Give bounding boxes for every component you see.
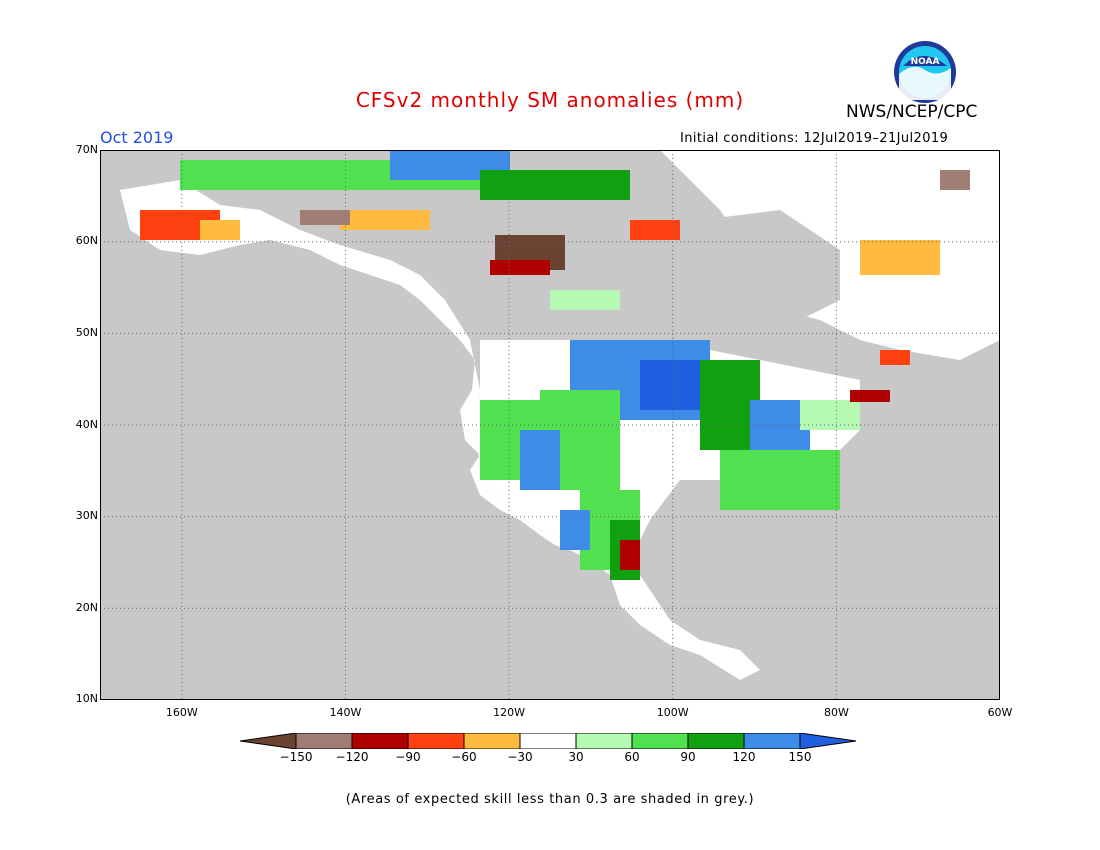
lat-label: 50N [75, 326, 98, 339]
initial-conditions: Initial conditions: 12Jul2019–21Jul2019 [680, 131, 949, 146]
lon-label: 60W [987, 706, 1013, 719]
noaa-logo: NOAA [893, 40, 957, 104]
lon-label: 140W [329, 706, 362, 719]
colorbar-swatch [519, 732, 577, 750]
lon-label: 160W [165, 706, 198, 719]
colorbar-label: −90 [395, 750, 421, 764]
colorbar-swatch [407, 732, 465, 750]
colorbar-label: −120 [335, 750, 369, 764]
colorbar-swatch [743, 732, 801, 750]
colorbar [239, 732, 860, 750]
colorbar-label: 60 [624, 750, 640, 764]
map-panel [100, 150, 1000, 700]
lat-label: 30N [75, 509, 98, 522]
colorbar-swatch [295, 732, 353, 750]
colorbar-swatch [239, 732, 297, 750]
colorbar-swatch [687, 732, 745, 750]
lon-label: 80W [823, 706, 849, 719]
colorbar-label: 120 [732, 750, 756, 764]
colorbar-swatch [575, 732, 633, 750]
colorbar-swatch [351, 732, 409, 750]
colorbar-label: −60 [451, 750, 477, 764]
org-label: NWS/NCEP/CPC [846, 102, 978, 122]
lat-label: 60N [75, 234, 98, 247]
footnote: (Areas of expected skill less than 0.3 a… [345, 792, 755, 807]
map-frame [100, 150, 1000, 700]
hudson-bay [700, 210, 840, 320]
colorbar-swatch [463, 732, 521, 750]
lat-label: 40N [75, 418, 98, 431]
lat-label: 70N [75, 143, 98, 156]
logo-text: NOAA [911, 57, 940, 67]
anomaly-map [100, 150, 1000, 700]
colorbar-label: 90 [680, 750, 696, 764]
forecast-month: Oct 2019 [100, 128, 174, 147]
lon-label: 100W [656, 706, 689, 719]
lon-label: 120W [493, 706, 526, 719]
colorbar-label: −150 [279, 750, 313, 764]
anomaly-cells [140, 150, 970, 580]
colorbar-swatch [799, 732, 857, 750]
colorbar-label: 30 [568, 750, 584, 764]
lat-label: 10N [75, 692, 98, 705]
colorbar-label: −30 [507, 750, 533, 764]
colorbar-swatch [631, 732, 689, 750]
colorbar-label: 150 [788, 750, 812, 764]
chart-title: CFSv2 monthly SM anomalies (mm) [355, 88, 745, 112]
lat-label: 20N [75, 601, 98, 614]
